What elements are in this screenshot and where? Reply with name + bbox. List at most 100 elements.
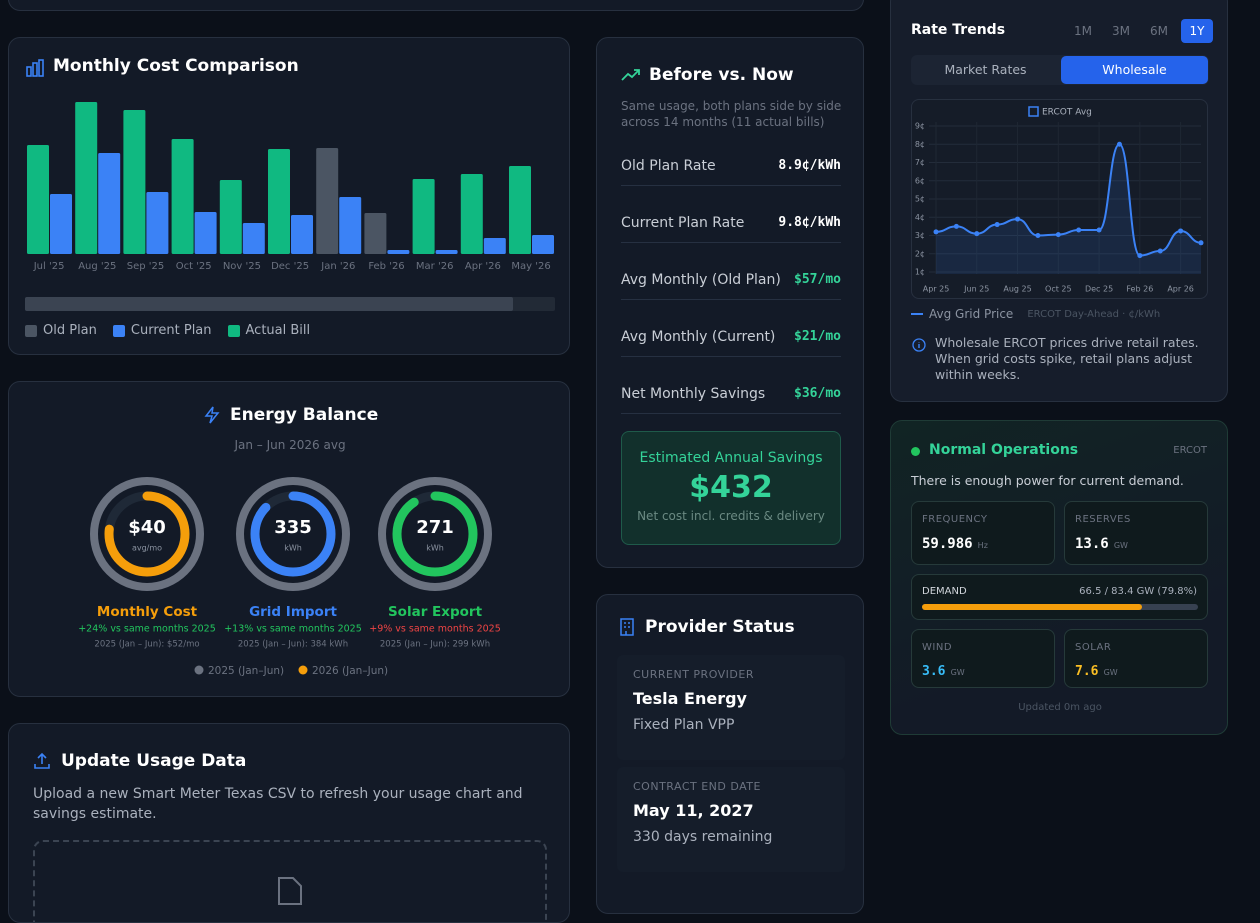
metric-unit: Hz — [977, 541, 988, 550]
point — [1178, 228, 1184, 234]
item-change: +13% vs same months 2025 — [224, 624, 362, 635]
rate-panel: Rate Trends 1M 3M 6M 1Y Market Rates Wholesa… — [890, 0, 1228, 402]
y-tick-label: 3¢ — [915, 231, 925, 240]
subtitle: Same usage, both plans side by side acro… — [621, 99, 842, 129]
x-tick-label: Apr '26 — [465, 261, 501, 272]
x-tick-label: Nov '25 — [223, 261, 261, 272]
item-previous: 2025 (Jan – Jun): 299 kWh — [380, 640, 490, 650]
bar — [268, 149, 290, 254]
ring-value: $40 — [128, 517, 166, 538]
bar — [532, 235, 554, 254]
metric-unit: GW — [1113, 541, 1128, 550]
point — [1035, 233, 1041, 238]
ring-current — [392, 491, 478, 577]
item-previous: 2025 (Jan – Jun): $52/mo — [94, 640, 199, 650]
row-value: $36/mo — [794, 386, 841, 401]
point — [994, 222, 1000, 228]
panel-title: Provider Status — [645, 617, 795, 637]
bar — [50, 194, 72, 254]
bar — [242, 223, 265, 254]
legend-label: Current Plan — [130, 323, 212, 338]
bar — [75, 102, 98, 254]
legend-item: Old Plan — [25, 323, 97, 338]
row-value: 8.9¢/kWh — [778, 158, 841, 173]
section-value: May 11, 2027 — [633, 801, 754, 820]
tab[interactable]: Market Rates — [944, 62, 1027, 77]
legend-item: Current Plan — [112, 323, 212, 338]
legend-swatch — [25, 324, 37, 337]
x-tick-label: Aug 25 — [1003, 285, 1031, 294]
x-tick-label: Oct '25 — [176, 261, 212, 272]
bar-chart: Jul '25 Aug '25 Sep '25 Oct '25 Nov '25 Dec '… — [27, 102, 554, 272]
y-tick-label: 7¢ — [915, 158, 925, 167]
demand-bar — [922, 604, 1143, 610]
source-label: WIND — [922, 642, 953, 653]
footer-legend: Avg Grid Price ERCOT Day-Ahead · ¢/kWh — [911, 307, 1160, 321]
bar — [146, 192, 169, 254]
row-value: $21/mo — [794, 329, 841, 344]
x-tick-label: Dec '25 — [271, 261, 309, 272]
scrollbar[interactable] — [25, 297, 555, 311]
metric-label: FREQUENCY — [922, 514, 988, 525]
item-change: +9% vs same months 2025 — [369, 624, 501, 635]
demand-box: DEMAND 66.5 / 83.4 GW (79.8%) — [911, 574, 1208, 620]
ring-previous — [236, 477, 350, 591]
metric-label: RESERVES — [1075, 514, 1131, 525]
legend-dot — [194, 665, 204, 675]
range-button[interactable]: 1M — [1074, 24, 1092, 38]
source-value: 7.6 — [1075, 664, 1099, 679]
tab-bar: Market Rates Wholesale — [911, 55, 1209, 85]
x-tick-label: Apr 26 — [1167, 285, 1194, 294]
bolt-icon — [204, 406, 220, 424]
chart-icon — [26, 59, 44, 77]
y-tick-label: 6¢ — [915, 176, 925, 185]
x-tick-label: Jun 25 — [963, 285, 989, 294]
legend-swatch — [1028, 106, 1039, 117]
item-name: Grid Import — [249, 604, 337, 620]
scroll-thumb[interactable] — [25, 297, 513, 311]
bar — [123, 110, 146, 254]
legend-swatch — [227, 324, 240, 337]
panel-title: Rate Trends — [911, 22, 1006, 38]
building-icon — [620, 618, 634, 636]
x-tick-label: Dec 25 — [1085, 285, 1113, 294]
bar — [339, 197, 362, 254]
tab[interactable]: Wholesale — [1061, 56, 1208, 84]
provider-section: CONTRACT END DATE May 11, 2027 330 days … — [617, 767, 845, 872]
info-icon — [912, 338, 926, 352]
row-value: 9.8¢/kWh — [778, 215, 841, 230]
ring-value: 335 — [274, 517, 312, 538]
item-name: Monthly Cost — [97, 604, 198, 620]
bar — [27, 145, 49, 254]
x-tick-label: May '26 — [511, 261, 550, 272]
savings-value: $432 — [689, 470, 773, 505]
bar — [194, 212, 217, 254]
legend-label: 2026 (Jan–Jun) — [312, 665, 388, 677]
metric-value: 59.986 — [922, 536, 973, 552]
legend-text: Avg Grid Price — [929, 307, 1014, 321]
panel-title: Update Usage Data — [61, 751, 247, 771]
range-button[interactable]: 1Y — [1181, 19, 1213, 43]
point — [1137, 253, 1143, 259]
row-value: $57/mo — [794, 272, 841, 287]
legend-label: ERCOT Avg — [1042, 108, 1092, 118]
bar — [435, 250, 458, 254]
point — [1198, 240, 1204, 246]
range-button[interactable]: 3M — [1112, 24, 1130, 38]
top-panel — [8, 0, 864, 11]
row-label: Old Plan Rate — [621, 157, 716, 174]
metric: 59.986 Hz — [922, 533, 988, 552]
item-previous: 2025 (Jan – Jun): 384 kWh — [238, 640, 348, 650]
range-button[interactable]: 6M — [1150, 24, 1168, 38]
line-chart: 1¢ 2¢ 3¢ 4¢ 5¢ 6¢ 7¢ 8¢ 9¢ Apr 25 Jun 25 Aug 25 Oct … — [915, 106, 1204, 294]
source: 7.6 GW — [1075, 660, 1118, 679]
drop-zone[interactable] — [33, 840, 547, 922]
metric-box: RESERVES 13.6 GW — [1064, 501, 1208, 565]
section-detail: 330 days remaining — [633, 829, 773, 845]
row-label: Avg Monthly (Old Plan) — [621, 271, 781, 288]
row-label: Avg Monthly (Current) — [621, 328, 776, 345]
ring-unit: kWh — [284, 544, 302, 553]
ring-unit: kWh — [426, 544, 444, 553]
legend-item: Actual Bill — [227, 323, 310, 338]
y-tick-label: 1¢ — [915, 268, 925, 277]
